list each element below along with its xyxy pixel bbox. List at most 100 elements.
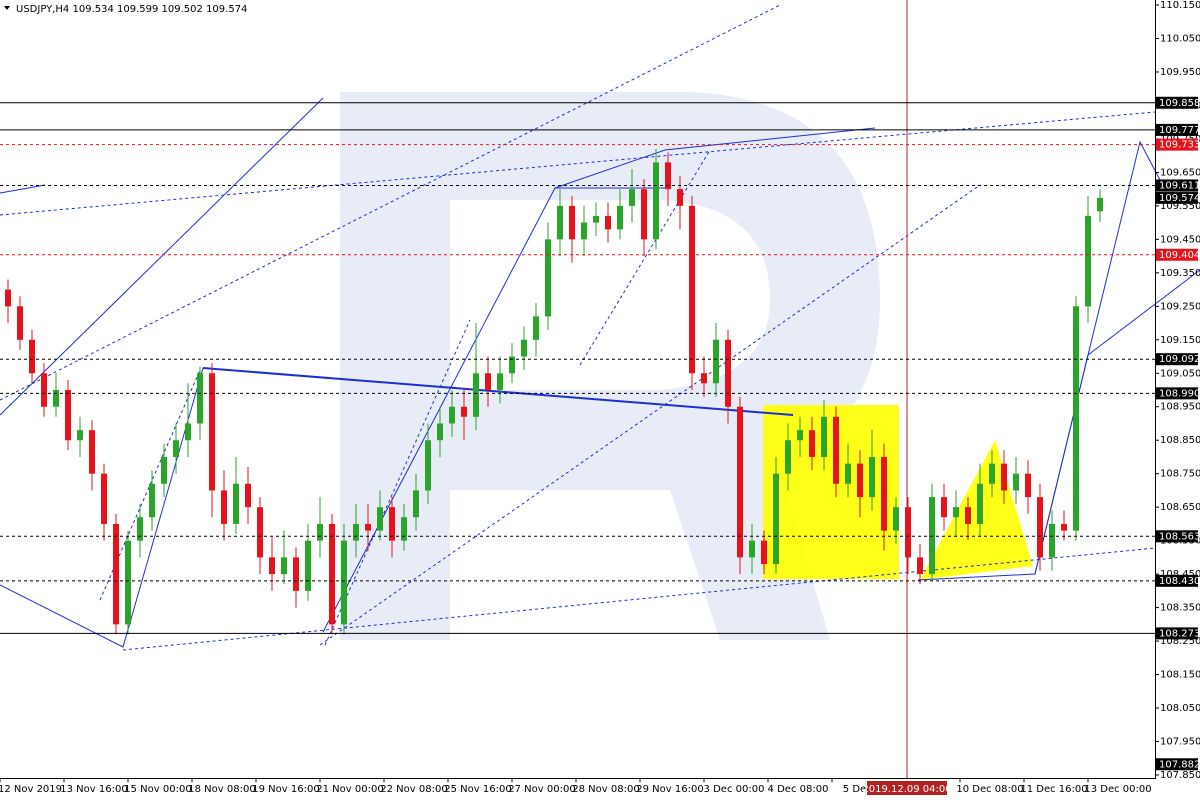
candle-body — [749, 540, 755, 558]
candle-body — [1025, 473, 1031, 498]
y-tick-label: 109.350 — [1160, 268, 1200, 279]
candle-body — [953, 507, 959, 518]
x-tick-label: 15 Nov 00:00 — [124, 784, 191, 795]
candle-body — [89, 430, 95, 474]
candle-body — [641, 189, 647, 240]
price-level-box — [1156, 179, 1198, 192]
candle-body — [761, 540, 767, 565]
price-level-box — [1156, 248, 1198, 261]
x-tick-label: 21 Nov 00:00 — [316, 784, 383, 795]
price-level-label: 108.273 — [1159, 628, 1200, 639]
candle-body — [941, 497, 947, 518]
candle-body — [917, 557, 923, 575]
candle-body — [245, 483, 251, 508]
candle-body — [101, 473, 107, 524]
candle-body — [185, 423, 191, 441]
candle-body — [329, 523, 335, 625]
candle-body — [413, 490, 419, 518]
candle-body — [617, 205, 623, 230]
price-level-label: 108.430 — [1159, 576, 1200, 587]
candle-body — [665, 162, 671, 190]
candle-body — [401, 517, 407, 541]
y-tick-label: 108.750 — [1160, 469, 1200, 480]
candle-body — [497, 373, 503, 391]
candle-body — [77, 430, 83, 441]
watermark — [340, 92, 880, 640]
candle-body — [461, 406, 467, 417]
y-tick-label: 109.250 — [1160, 301, 1200, 312]
y-tick-label: 108.450 — [1160, 569, 1200, 580]
candle-body — [821, 416, 827, 457]
candle-body — [509, 356, 515, 374]
price-level-box — [1156, 758, 1198, 771]
analysis-drawings — [0, 4, 1200, 651]
price-level-label: 107.882 — [1159, 759, 1200, 770]
x-tick-label: 3 Dec 00:00 — [704, 784, 765, 795]
candle-body — [17, 306, 23, 340]
candle-body — [41, 373, 47, 407]
price-level-label: 109.733 — [1159, 140, 1200, 151]
x-tick-label: 29 Nov 16:00 — [636, 784, 703, 795]
candle-body — [605, 215, 611, 230]
y-tick-label: 107.950 — [1160, 737, 1200, 748]
y-tick-label: 109.650 — [1160, 167, 1200, 178]
candle-body — [533, 316, 539, 340]
y-tick-label: 109.150 — [1160, 335, 1200, 346]
candle-body — [305, 540, 311, 591]
candle-body — [929, 497, 935, 575]
price-level-label: 108.563 — [1159, 531, 1200, 542]
price-level-box — [1156, 574, 1198, 587]
candle-body — [377, 507, 383, 531]
candle-body — [473, 373, 479, 417]
price-level-box — [1156, 96, 1198, 109]
candle-body — [221, 490, 227, 524]
candle-body — [977, 483, 983, 524]
candle-body — [197, 373, 203, 424]
y-tick-label: 109.550 — [1160, 201, 1200, 212]
x-tick-label: 4 Dec 08:00 — [768, 784, 829, 795]
x-tick-label: 28 Nov 08:00 — [572, 784, 639, 795]
price-level-box — [1156, 387, 1198, 400]
candle-body — [317, 523, 323, 541]
price-level-label: 109.611 — [1159, 180, 1200, 191]
candle-body — [545, 239, 551, 317]
y-tick-label: 109.450 — [1160, 234, 1200, 245]
price-level-box — [1156, 123, 1198, 136]
price-level-label: 109.574 — [1159, 193, 1200, 204]
candle-body — [809, 430, 815, 457]
y-tick-label: 110.150 — [1160, 0, 1200, 11]
candle-body — [125, 540, 131, 625]
x-tick-label: 13 Dec 00:00 — [1084, 784, 1151, 795]
candle-body — [53, 390, 59, 407]
candle-body — [29, 339, 35, 374]
candle-body — [161, 456, 167, 484]
candle-body — [905, 507, 911, 558]
candle-body — [569, 205, 575, 240]
candle-body — [689, 205, 695, 374]
candle-body — [833, 416, 839, 484]
candle-body — [293, 557, 299, 591]
x-tick-label: 12 Nov 2019 — [0, 784, 62, 795]
candle-body — [869, 456, 875, 498]
x-tick-label: 25 Nov 16:00 — [444, 784, 511, 795]
y-tick-label: 107.850 — [1160, 770, 1200, 781]
y-tick-label: 110.050 — [1160, 33, 1200, 44]
candle-body — [365, 523, 371, 531]
candle-body — [1097, 197, 1103, 212]
y-tick-label: 108.650 — [1160, 502, 1200, 513]
price-level-box — [1156, 530, 1198, 543]
candle-body — [701, 373, 707, 384]
candle-body — [281, 557, 287, 575]
x-tick-label: 22 Nov 08:00 — [380, 784, 447, 795]
candle-body — [1085, 215, 1091, 307]
candle-body — [1037, 497, 1043, 558]
candle-body — [1001, 463, 1007, 491]
y-tick-label: 108.050 — [1160, 703, 1200, 714]
x-tick-label: 13 Nov 16:00 — [60, 784, 127, 795]
candle-body — [65, 390, 71, 441]
candle-body — [437, 423, 443, 441]
candle-body — [173, 440, 179, 457]
x-tick-label: 19 Nov 16:00 — [252, 784, 319, 795]
cursor-time-box — [867, 781, 947, 795]
candle-body — [557, 205, 563, 240]
